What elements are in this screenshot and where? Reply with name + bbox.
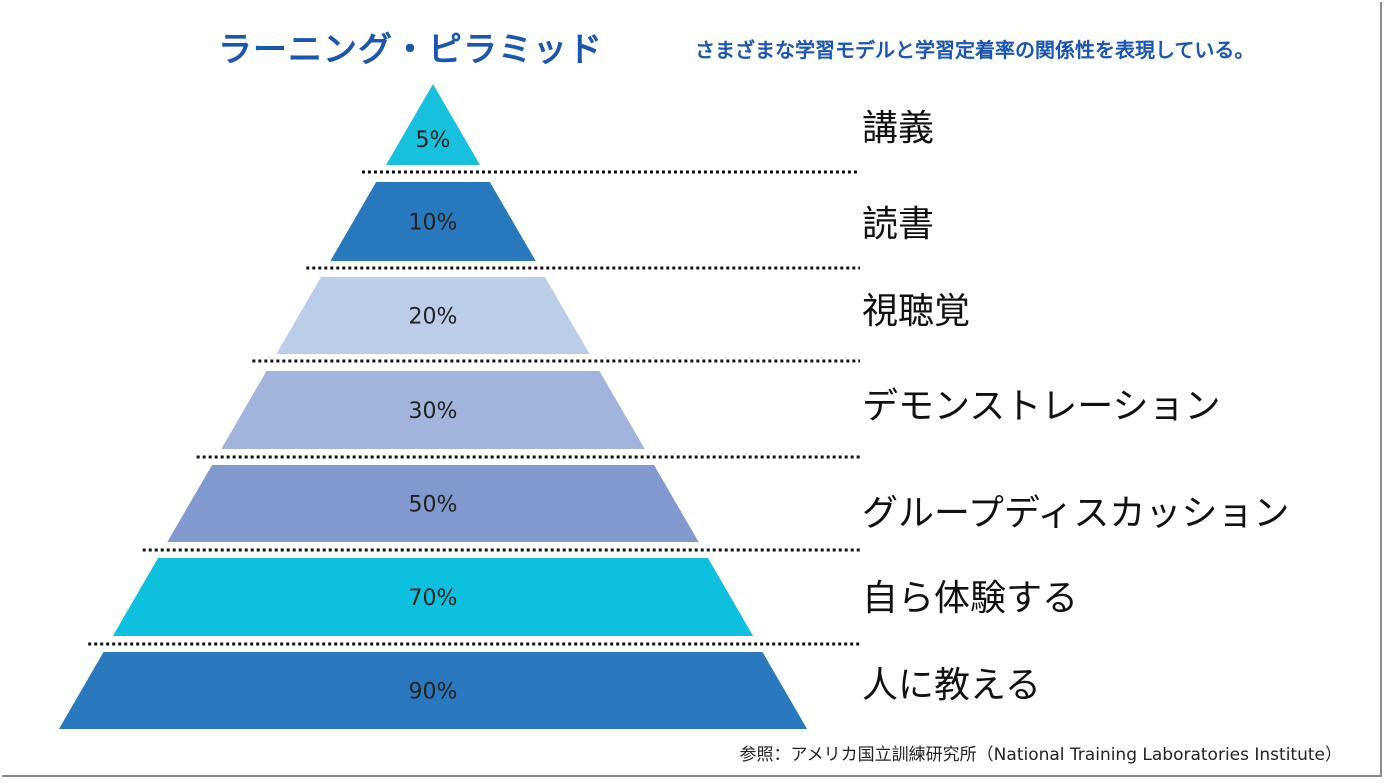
pyramid-tier bbox=[167, 465, 699, 542]
tier-percent: 30% bbox=[409, 399, 458, 424]
page-title: ラーニング・ピラミッド bbox=[218, 30, 603, 70]
tier-percent: 10% bbox=[409, 211, 458, 236]
tier-label: 読書 bbox=[862, 204, 935, 245]
tier-percent: 50% bbox=[409, 493, 458, 518]
pyramid-tier bbox=[58, 652, 808, 729]
tier-label: 視聴覚 bbox=[862, 291, 971, 332]
page-subtitle: さまざまな学習モデルと学習定着率の関係性を表現している。 bbox=[695, 38, 1255, 62]
pyramid-tier bbox=[276, 277, 590, 354]
tier-label: グループディスカッション bbox=[862, 493, 1290, 534]
pyramid-tier bbox=[386, 84, 480, 165]
pyramid-tier bbox=[112, 558, 754, 636]
tier-label: 自ら体験する bbox=[862, 578, 1079, 619]
tier-percent: 70% bbox=[409, 586, 458, 611]
pyramid-tier bbox=[221, 371, 645, 449]
source-citation: 参照：アメリカ国立訓練研究所（National Training Laborat… bbox=[739, 745, 1342, 765]
pyramid-tier bbox=[330, 182, 536, 261]
tier-label: 講義 bbox=[862, 108, 935, 149]
tier-label: 人に教える bbox=[862, 665, 1041, 706]
tier-percent: 90% bbox=[409, 680, 458, 705]
tier-percent: 5% bbox=[416, 128, 451, 153]
tier-percent: 20% bbox=[409, 305, 458, 330]
tier-label: デモンストレーション bbox=[862, 386, 1221, 427]
